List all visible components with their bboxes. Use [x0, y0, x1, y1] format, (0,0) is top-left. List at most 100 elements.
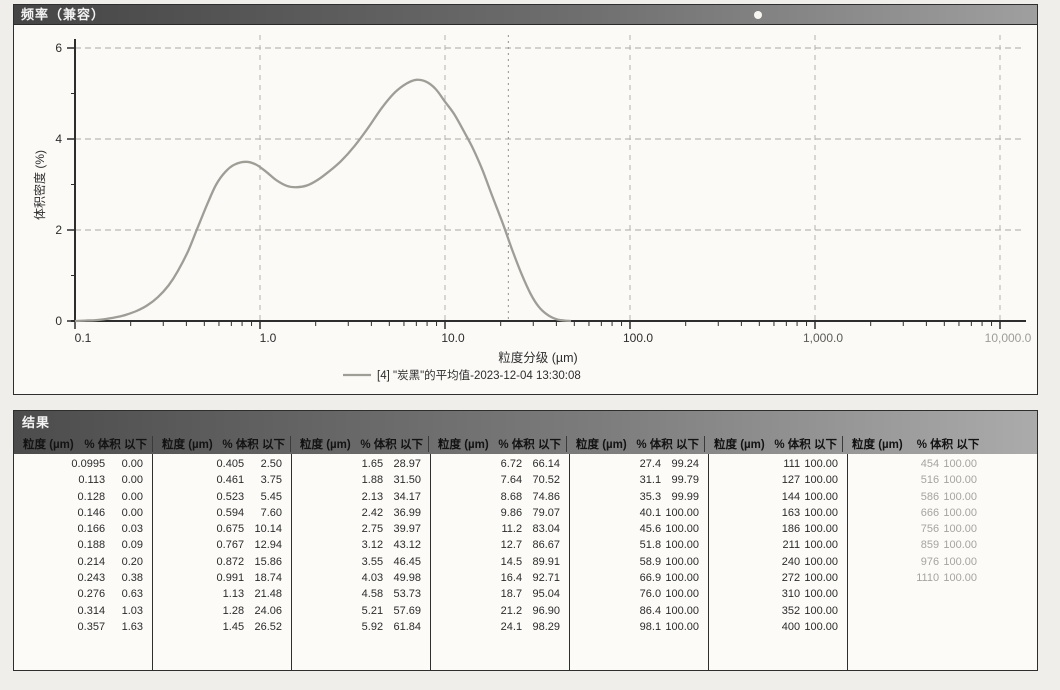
pct-volume-under-cell: 5.45 [260, 490, 282, 503]
pct-volume-under-cell: 18.74 [254, 572, 282, 585]
pct-volume-under-cell: 96.90 [532, 604, 560, 617]
table-row: 3.55 46.45 [292, 554, 430, 570]
particle-size-cell: 859 [920, 539, 940, 552]
pct-volume-under-cell: 1.03 [121, 604, 143, 617]
pct-volume-under-cell: 34.17 [393, 490, 421, 503]
table-row: 1.88 31.50 [292, 472, 430, 488]
particle-size-cell: 11.2 [501, 523, 523, 536]
particle-size-cell: 127 [781, 474, 801, 487]
pct-volume-under-cell: 66.14 [532, 458, 560, 470]
pct-volume-under-cell: 100.00 [943, 506, 977, 519]
table-row: 400 100.00 [709, 619, 847, 635]
table-row: 1.45 26.52 [153, 619, 291, 635]
particle-size-cell: 0.188 [77, 539, 106, 552]
table-row: 3.12 43.12 [292, 537, 430, 553]
pct-volume-under-cell: 100.00 [943, 539, 977, 552]
table-row: 98.1 100.00 [570, 619, 708, 635]
table-row: 272 100.00 [709, 570, 847, 586]
table-row: 0.991 18.74 [153, 570, 291, 586]
table-row: 0.523 5.45 [153, 489, 291, 505]
legend-label: [4] "炭黑"的平均值-2023-12-04 13:30:08 [377, 368, 581, 382]
table-row: 516 100.00 [848, 472, 986, 488]
table-row: 0.594 7.60 [153, 505, 291, 521]
pct-volume-under-column-header: % 体积 以下 [222, 438, 285, 451]
table-column-group: 1.65 28.97 1.88 31.50 2.13 34.17 2.42 36.99 2.75… [291, 454, 430, 670]
particle-size-cell: 5.92 [361, 620, 384, 633]
particle-size-cell: 186 [781, 523, 801, 536]
column-group-header: 粒度 (µm) % 体积 以下 [428, 435, 566, 452]
particle-size-cell: 163 [781, 506, 801, 519]
pct-volume-under-cell: 100.00 [665, 604, 699, 617]
table-row: 40.1 100.00 [570, 505, 708, 521]
results-header-band[interactable]: 结果 粒度 (µm)% 体积 以下 粒度 (µm)% 体积 以下 粒度 (µm)% … [14, 411, 1037, 454]
pct-volume-under-cell: 100.00 [804, 523, 838, 536]
particle-size-cell: 0.991 [216, 572, 245, 585]
pct-volume-under-cell: 95.04 [532, 588, 560, 601]
particle-size-cell: 6.72 [500, 458, 523, 470]
distribution-curve [74, 78, 572, 323]
particle-size-cell: 4.03 [361, 572, 384, 585]
table-row: 859 100.00 [848, 537, 986, 553]
pct-volume-under-cell: 0.00 [121, 490, 143, 503]
table-row: 0.767 12.94 [153, 537, 291, 553]
pct-volume-under-cell: 28.97 [393, 458, 421, 470]
pct-volume-under-cell: 100.00 [943, 474, 977, 487]
pct-volume-under-cell: 100.00 [943, 572, 977, 585]
pct-volume-under-cell: 0.09 [121, 539, 143, 552]
pct-volume-under-cell: 12.94 [254, 539, 282, 552]
pct-volume-under-cell: 0.00 [121, 506, 143, 519]
particle-size-cell: 3.55 [361, 555, 384, 568]
table-row: 454 100.00 [848, 456, 986, 472]
column-group-header: 粒度 (µm) % 体积 以下 [842, 435, 1037, 452]
table-row: 666 100.00 [848, 505, 986, 521]
pct-volume-under-column-header: % 体积 以下 [916, 438, 980, 451]
particle-size-cell: 0.357 [77, 620, 106, 633]
table-row: 5.92 61.84 [292, 619, 430, 635]
table-row: 163 100.00 [709, 505, 847, 521]
size-column-header: 粒度 (µm) [162, 438, 213, 451]
table-row: 14.5 89.91 [431, 554, 569, 570]
table-row: 0.276 0.63 [14, 586, 152, 602]
table-row: 2.75 39.97 [292, 521, 430, 537]
particle-size-cell: 0.0995 [71, 458, 106, 470]
particle-size-cell: 1.88 [361, 474, 384, 487]
pct-volume-under-cell: 0.38 [121, 572, 143, 585]
table-row: 21.2 96.90 [431, 603, 569, 619]
particle-size-cell: 2.13 [361, 490, 384, 503]
pct-volume-under-cell: 1.63 [121, 620, 143, 633]
table-row: 76.0 100.00 [570, 586, 708, 602]
particle-size-cell: 211 [782, 539, 801, 552]
pct-volume-under-cell: 100.00 [804, 555, 838, 568]
table-row: 0.0995 0.00 [14, 456, 152, 472]
pct-volume-under-column-header: % 体积 以下 [636, 438, 699, 451]
pct-volume-under-cell: 100.00 [665, 523, 699, 536]
pct-volume-under-cell: 26.52 [254, 620, 282, 633]
results-title: 结果 [22, 415, 51, 430]
column-group-header: 粒度 (µm) % 体积 以下 [152, 435, 290, 452]
particle-size-cell: 0.146 [77, 506, 106, 519]
table-row: 0.188 0.09 [14, 537, 152, 553]
size-column-header: 粒度 (µm) [438, 438, 489, 451]
table-row: 9.86 79.07 [431, 505, 569, 521]
particle-size-cell: 454 [920, 458, 940, 470]
particle-size-cell: 666 [920, 506, 940, 519]
particle-size-cell: 66.9 [639, 572, 662, 585]
particle-size-cell: 240 [781, 555, 801, 568]
pct-volume-under-cell: 0.00 [121, 458, 143, 470]
particle-size-cell: 98.1 [639, 620, 662, 633]
table-row: 0.113 0.00 [14, 472, 152, 488]
results-window: 结果 粒度 (µm)% 体积 以下 粒度 (µm)% 体积 以下 粒度 (µm)% … [13, 410, 1038, 671]
particle-size-cell: 0.872 [216, 555, 245, 568]
pct-volume-under-cell: 99.24 [671, 458, 699, 470]
table-row: 586 100.00 [848, 489, 986, 505]
x-tick-label: 10,000.0 [985, 331, 1032, 345]
pct-volume-under-cell: 0.00 [121, 474, 143, 487]
pct-volume-under-cell: 36.99 [393, 506, 421, 519]
table-row: 24.1 98.29 [431, 619, 569, 635]
particle-size-cell: 586 [920, 490, 940, 503]
pct-volume-under-cell: 57.69 [393, 604, 421, 617]
particle-size-cell: 0.405 [216, 458, 245, 470]
chart-window-titlebar[interactable]: 频率（兼容） [14, 5, 1037, 25]
particle-size-cell: 86.4 [639, 604, 662, 617]
pct-volume-under-column-header: % 体积 以下 [360, 438, 423, 451]
